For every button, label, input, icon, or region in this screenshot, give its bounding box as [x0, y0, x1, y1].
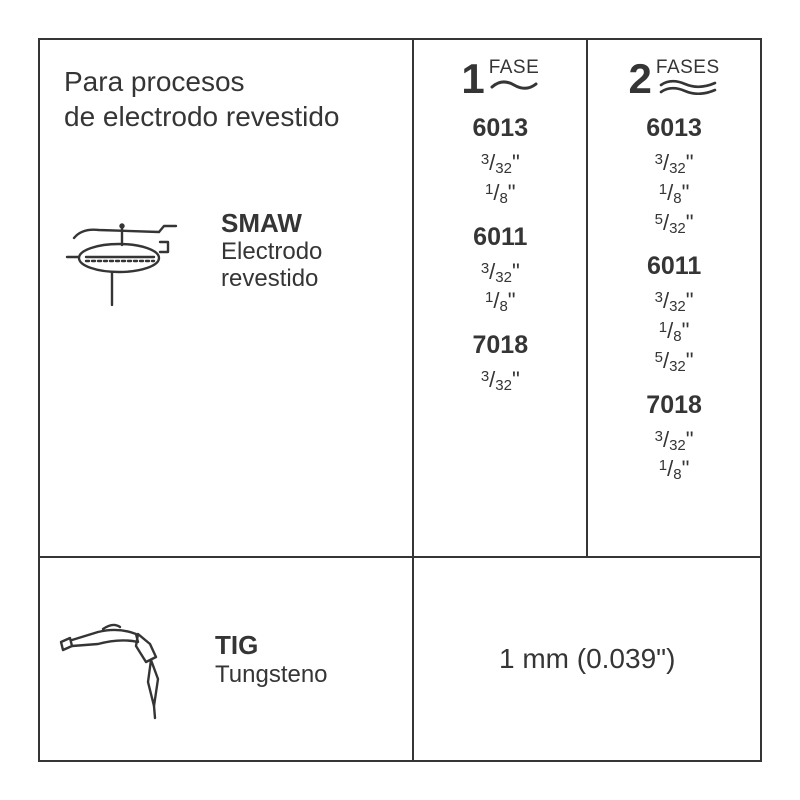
title-line1: Para procesos — [64, 66, 245, 97]
phase1-label: FASE — [489, 58, 540, 77]
smaw-label: SMAW Electrodo revestido — [221, 208, 322, 292]
size-value: 1/8" — [659, 317, 690, 347]
size-value: 3/32" — [481, 258, 520, 288]
phase1-group: 6013 3/32"1/8" — [472, 114, 528, 209]
smaw-block: SMAW Electrodo revestido — [64, 190, 394, 310]
row-smaw: Para procesos de electrodo revestido — [40, 40, 760, 558]
row-tig: TIG Tungsteno 1 mm (0.039") — [40, 558, 760, 760]
size-value: 1/8" — [485, 287, 516, 317]
size-value: 1/8" — [485, 179, 516, 209]
phase2-label: FASES — [656, 58, 720, 77]
right-phases: 1 FASE 60133/32"1/8"60113/32"1/8"70183/3… — [414, 40, 760, 556]
size-list: 3/32"1/8" — [646, 426, 702, 486]
size-value: 5/32" — [655, 347, 694, 377]
cell-tig-left: TIG Tungsteno — [40, 558, 414, 760]
size-value: 3/32" — [481, 366, 520, 396]
smaw-holder-icon — [64, 190, 209, 310]
tig-torch-icon — [58, 594, 203, 724]
smaw-desc1: Electrodo — [221, 239, 322, 265]
title-line2: de electrodo revestido — [64, 101, 340, 132]
tig-desc: Tungsteno — [215, 661, 328, 689]
size-value: 1/8" — [659, 455, 690, 485]
size-value: 1/8" — [659, 179, 690, 209]
single-wave-icon — [490, 79, 538, 91]
size-list: 3/32"1/8" — [472, 258, 528, 318]
size-list: 3/32"1/8" — [472, 149, 528, 209]
spec-table: Para procesos de electrodo revestido — [38, 38, 762, 762]
phase2-group: 6011 3/32"1/8"5/32" — [646, 252, 702, 376]
phase1-num: 1 — [461, 58, 484, 100]
size-value: 3/32" — [481, 149, 520, 179]
electrode-code: 6013 — [472, 114, 528, 143]
size-value: 3/32" — [655, 426, 694, 456]
smaw-desc2: revestido — [221, 266, 322, 292]
column-phase1: 1 FASE 60133/32"1/8"60113/32"1/8"70183/3… — [414, 40, 588, 556]
smaw-abbr: SMAW — [221, 208, 322, 239]
electrode-code: 7018 — [646, 391, 702, 420]
tig-abbr: TIG — [215, 630, 328, 661]
electrode-code: 7018 — [472, 331, 528, 360]
electrode-code: 6011 — [472, 223, 528, 252]
tig-label: TIG Tungsteno — [215, 630, 328, 689]
electrode-code: 6013 — [646, 114, 702, 143]
phase1-header: 1 FASE — [461, 58, 539, 100]
electrode-code: 6011 — [646, 252, 702, 281]
tig-spec: 1 mm (0.039") — [414, 558, 760, 760]
phase2-group: 7018 3/32"1/8" — [646, 391, 702, 486]
column-phase2: 2 FASES 60133/32"1/8"5/32"60113/32"1/8"5… — [588, 40, 760, 556]
phase2-num: 2 — [629, 58, 652, 100]
size-value: 3/32" — [655, 287, 694, 317]
size-value: 5/32" — [655, 209, 694, 239]
size-list: 3/32" — [472, 366, 528, 396]
tig-block: TIG Tungsteno — [58, 594, 328, 724]
phase2-header: 2 FASES — [629, 58, 720, 100]
double-wave-icon — [659, 79, 717, 95]
size-list: 3/32"1/8"5/32" — [646, 149, 702, 238]
phase1-group: 6011 3/32"1/8" — [472, 223, 528, 318]
cell-smaw-left: Para procesos de electrodo revestido — [40, 40, 414, 556]
size-list: 3/32"1/8"5/32" — [646, 287, 702, 376]
phase2-group: 6013 3/32"1/8"5/32" — [646, 114, 702, 238]
page-title: Para procesos de electrodo revestido — [64, 64, 394, 134]
phase1-group: 7018 3/32" — [472, 331, 528, 396]
size-value: 3/32" — [655, 149, 694, 179]
